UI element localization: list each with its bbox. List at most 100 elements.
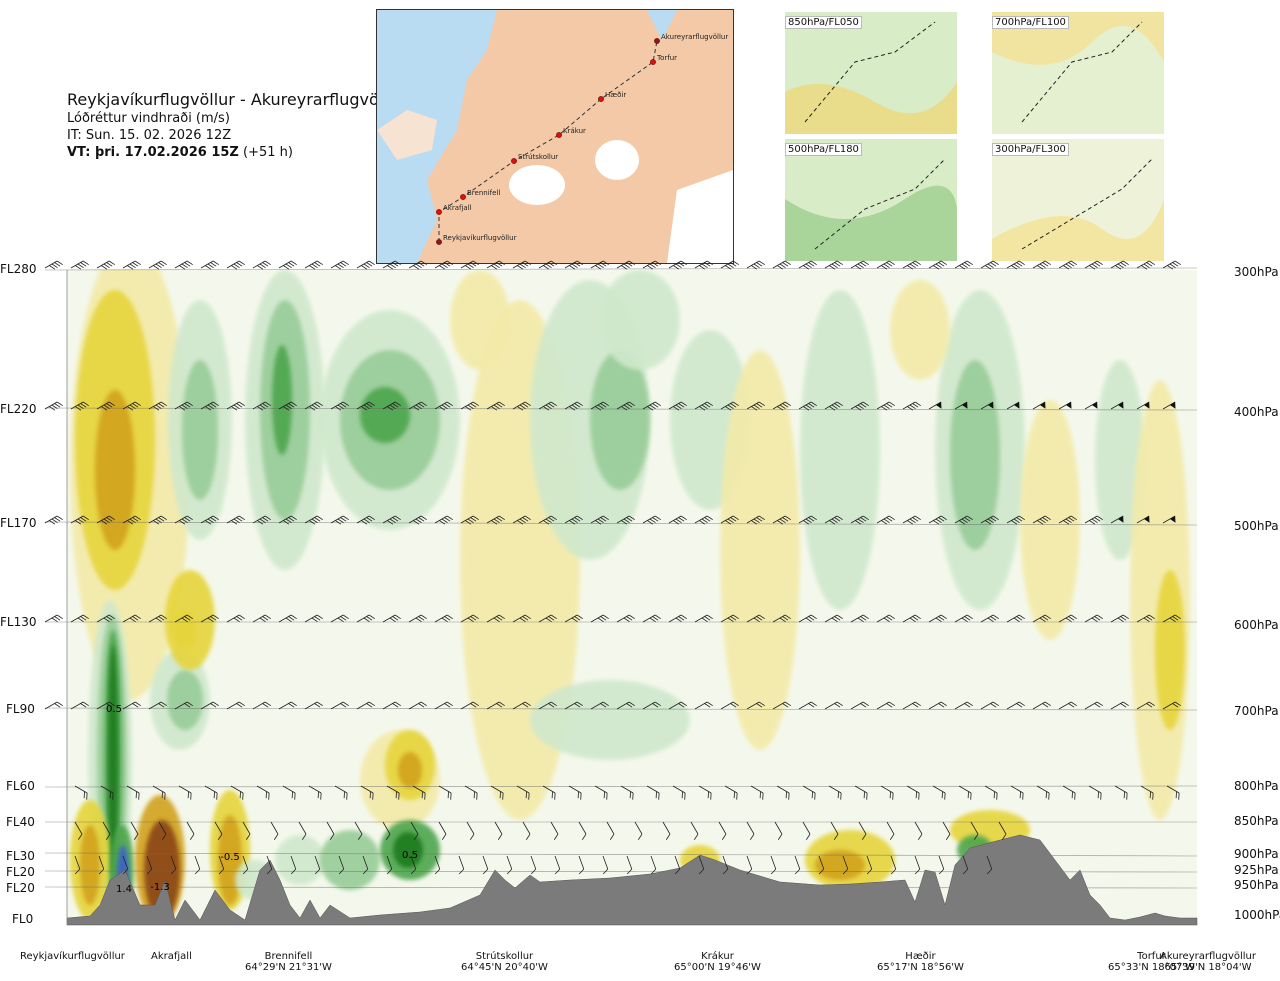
barb-staff <box>694 401 708 410</box>
barb-staff <box>174 614 188 623</box>
barb-feather <box>914 701 921 707</box>
barb-feather <box>940 515 947 521</box>
barb-feather <box>866 792 868 800</box>
barb-feather <box>262 517 269 522</box>
barb-feather <box>283 520 290 525</box>
barb-feather <box>652 517 659 522</box>
barb-feather <box>964 262 971 267</box>
barb-feather <box>1172 616 1179 621</box>
barb-feather <box>548 703 555 708</box>
barb-feather <box>179 520 186 525</box>
barb-staff <box>122 855 129 870</box>
wind-barb <box>1162 260 1181 270</box>
wind-barb <box>694 260 713 270</box>
barb-staff <box>460 614 474 623</box>
barb-staff <box>356 614 370 623</box>
wind-barb <box>642 401 661 411</box>
barb-feather <box>733 791 735 799</box>
barb-feather <box>1091 617 1098 623</box>
barb-staff <box>70 260 84 269</box>
wind-barb <box>334 785 348 800</box>
barb-staff <box>226 401 240 410</box>
wind-barb <box>722 855 729 875</box>
barb-feather <box>938 262 945 267</box>
barb-staff <box>356 701 370 710</box>
barb-feather <box>212 614 219 620</box>
barb-feather <box>606 792 608 800</box>
wind-barb <box>958 785 972 800</box>
barb-feather <box>444 403 451 408</box>
barb-staff <box>204 785 218 794</box>
barb-staff <box>662 821 671 835</box>
wind-barb <box>226 260 245 270</box>
wind-barb <box>842 855 849 875</box>
barb-feather <box>56 614 63 620</box>
wind-barb <box>200 701 219 710</box>
wind-barb <box>226 701 245 710</box>
barb-feather <box>704 703 711 708</box>
barb-feather <box>810 701 817 707</box>
wind-barb <box>486 401 505 411</box>
barb-feather <box>109 791 111 799</box>
barb-feather <box>233 518 240 524</box>
barb-feather <box>54 616 61 621</box>
barb-staff <box>720 614 734 623</box>
barb-feather <box>236 703 243 708</box>
barb-staff <box>148 515 162 524</box>
barb-feather <box>758 260 765 266</box>
wind-barb <box>44 701 63 710</box>
barb-staff <box>774 821 783 835</box>
barb-feather <box>784 260 791 266</box>
barb-feather <box>262 262 269 267</box>
barb-staff <box>1062 785 1076 794</box>
wind-barb <box>668 260 687 270</box>
barb-feather <box>543 520 550 525</box>
barb-staff <box>460 515 474 524</box>
barb-feather <box>918 792 920 800</box>
barb-feather <box>1065 617 1072 623</box>
barb-feather <box>216 792 218 800</box>
wind-barb <box>1006 401 1020 410</box>
barb-feather <box>218 868 225 875</box>
barb-feather <box>268 792 270 800</box>
wind-barb <box>354 821 363 840</box>
barb-feather <box>985 520 992 525</box>
barb-feather <box>447 791 449 799</box>
barb-feather <box>597 518 604 524</box>
barb-feather <box>933 520 940 525</box>
barb-staff <box>824 614 838 623</box>
barb-feather <box>340 517 347 522</box>
wind-barb <box>980 614 999 623</box>
barb-feather <box>628 515 635 521</box>
barb-feather <box>259 404 266 410</box>
wind-barb <box>356 515 375 525</box>
wind-barb <box>828 785 842 800</box>
barb-staff <box>174 701 188 710</box>
barb-staff <box>1006 260 1020 269</box>
barb-feather <box>316 701 323 707</box>
barb-feather <box>574 403 581 408</box>
wind-barb <box>694 701 713 710</box>
barb-feather <box>77 263 84 269</box>
wind-barb <box>304 701 323 710</box>
barb-feather <box>49 265 56 270</box>
wind-barb <box>486 701 505 710</box>
barb-feather <box>886 517 893 522</box>
barb-staff <box>152 785 166 794</box>
barb-feather <box>368 614 375 620</box>
barb-feather <box>1174 701 1181 707</box>
wind-barb <box>1006 614 1025 623</box>
barb-feather <box>476 792 478 800</box>
barb-staff <box>694 614 708 623</box>
barb-feather <box>777 265 784 270</box>
barb-feather <box>1045 791 1047 799</box>
barb-feather <box>665 833 671 840</box>
barb-feather <box>288 703 295 708</box>
axis-tick-fl130: FL130 <box>0 615 37 629</box>
barb-staff <box>96 701 110 710</box>
wind-barb <box>218 855 225 875</box>
barb-staff <box>772 515 786 524</box>
barb-staff <box>460 401 474 410</box>
barb-feather <box>470 616 477 621</box>
barb-feather <box>1016 262 1023 267</box>
